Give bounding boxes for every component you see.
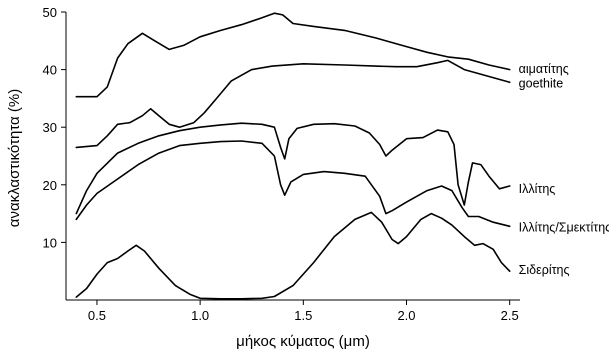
x-tick-label: 0.5 <box>88 308 106 323</box>
x-tick-label: 2.5 <box>501 308 519 323</box>
y-tick-label: 50 <box>43 5 57 20</box>
series-label: Ιλλίτης/Σμεκτίτης <box>519 220 609 234</box>
y-tick-label: 20 <box>43 178 57 193</box>
series-line <box>75 122 511 215</box>
x-tick-label: 2.0 <box>397 308 415 323</box>
series-label: goethite <box>519 76 564 90</box>
y-axis-title: ανακλαστικότητα (%) <box>6 89 23 227</box>
x-axis: 0.5 1.0 1.5 2.0 2.5 <box>66 299 520 323</box>
series-label: αιματίτης <box>519 62 569 76</box>
series-lines <box>75 12 511 300</box>
series-line <box>75 211 511 300</box>
x-ticks: 0.5 1.0 1.5 2.0 2.5 <box>88 300 519 323</box>
y-axis: 10 20 30 40 50 <box>43 5 67 300</box>
series-line <box>75 140 511 228</box>
y-tick-label: 10 <box>43 235 57 250</box>
y-ticks: 10 20 30 40 50 <box>43 5 66 250</box>
x-axis-title: μήκος κύματος (μm) <box>236 333 370 350</box>
series-line <box>75 59 511 149</box>
x-tick-label: 1.0 <box>191 308 209 323</box>
x-tick-label: 1.5 <box>294 308 312 323</box>
series-label: Ιλλίτης <box>519 182 556 196</box>
series-line <box>75 12 511 98</box>
y-tick-label: 40 <box>43 63 57 78</box>
series-label: Σιδερίτης <box>519 263 570 277</box>
y-tick-label: 30 <box>43 120 57 135</box>
